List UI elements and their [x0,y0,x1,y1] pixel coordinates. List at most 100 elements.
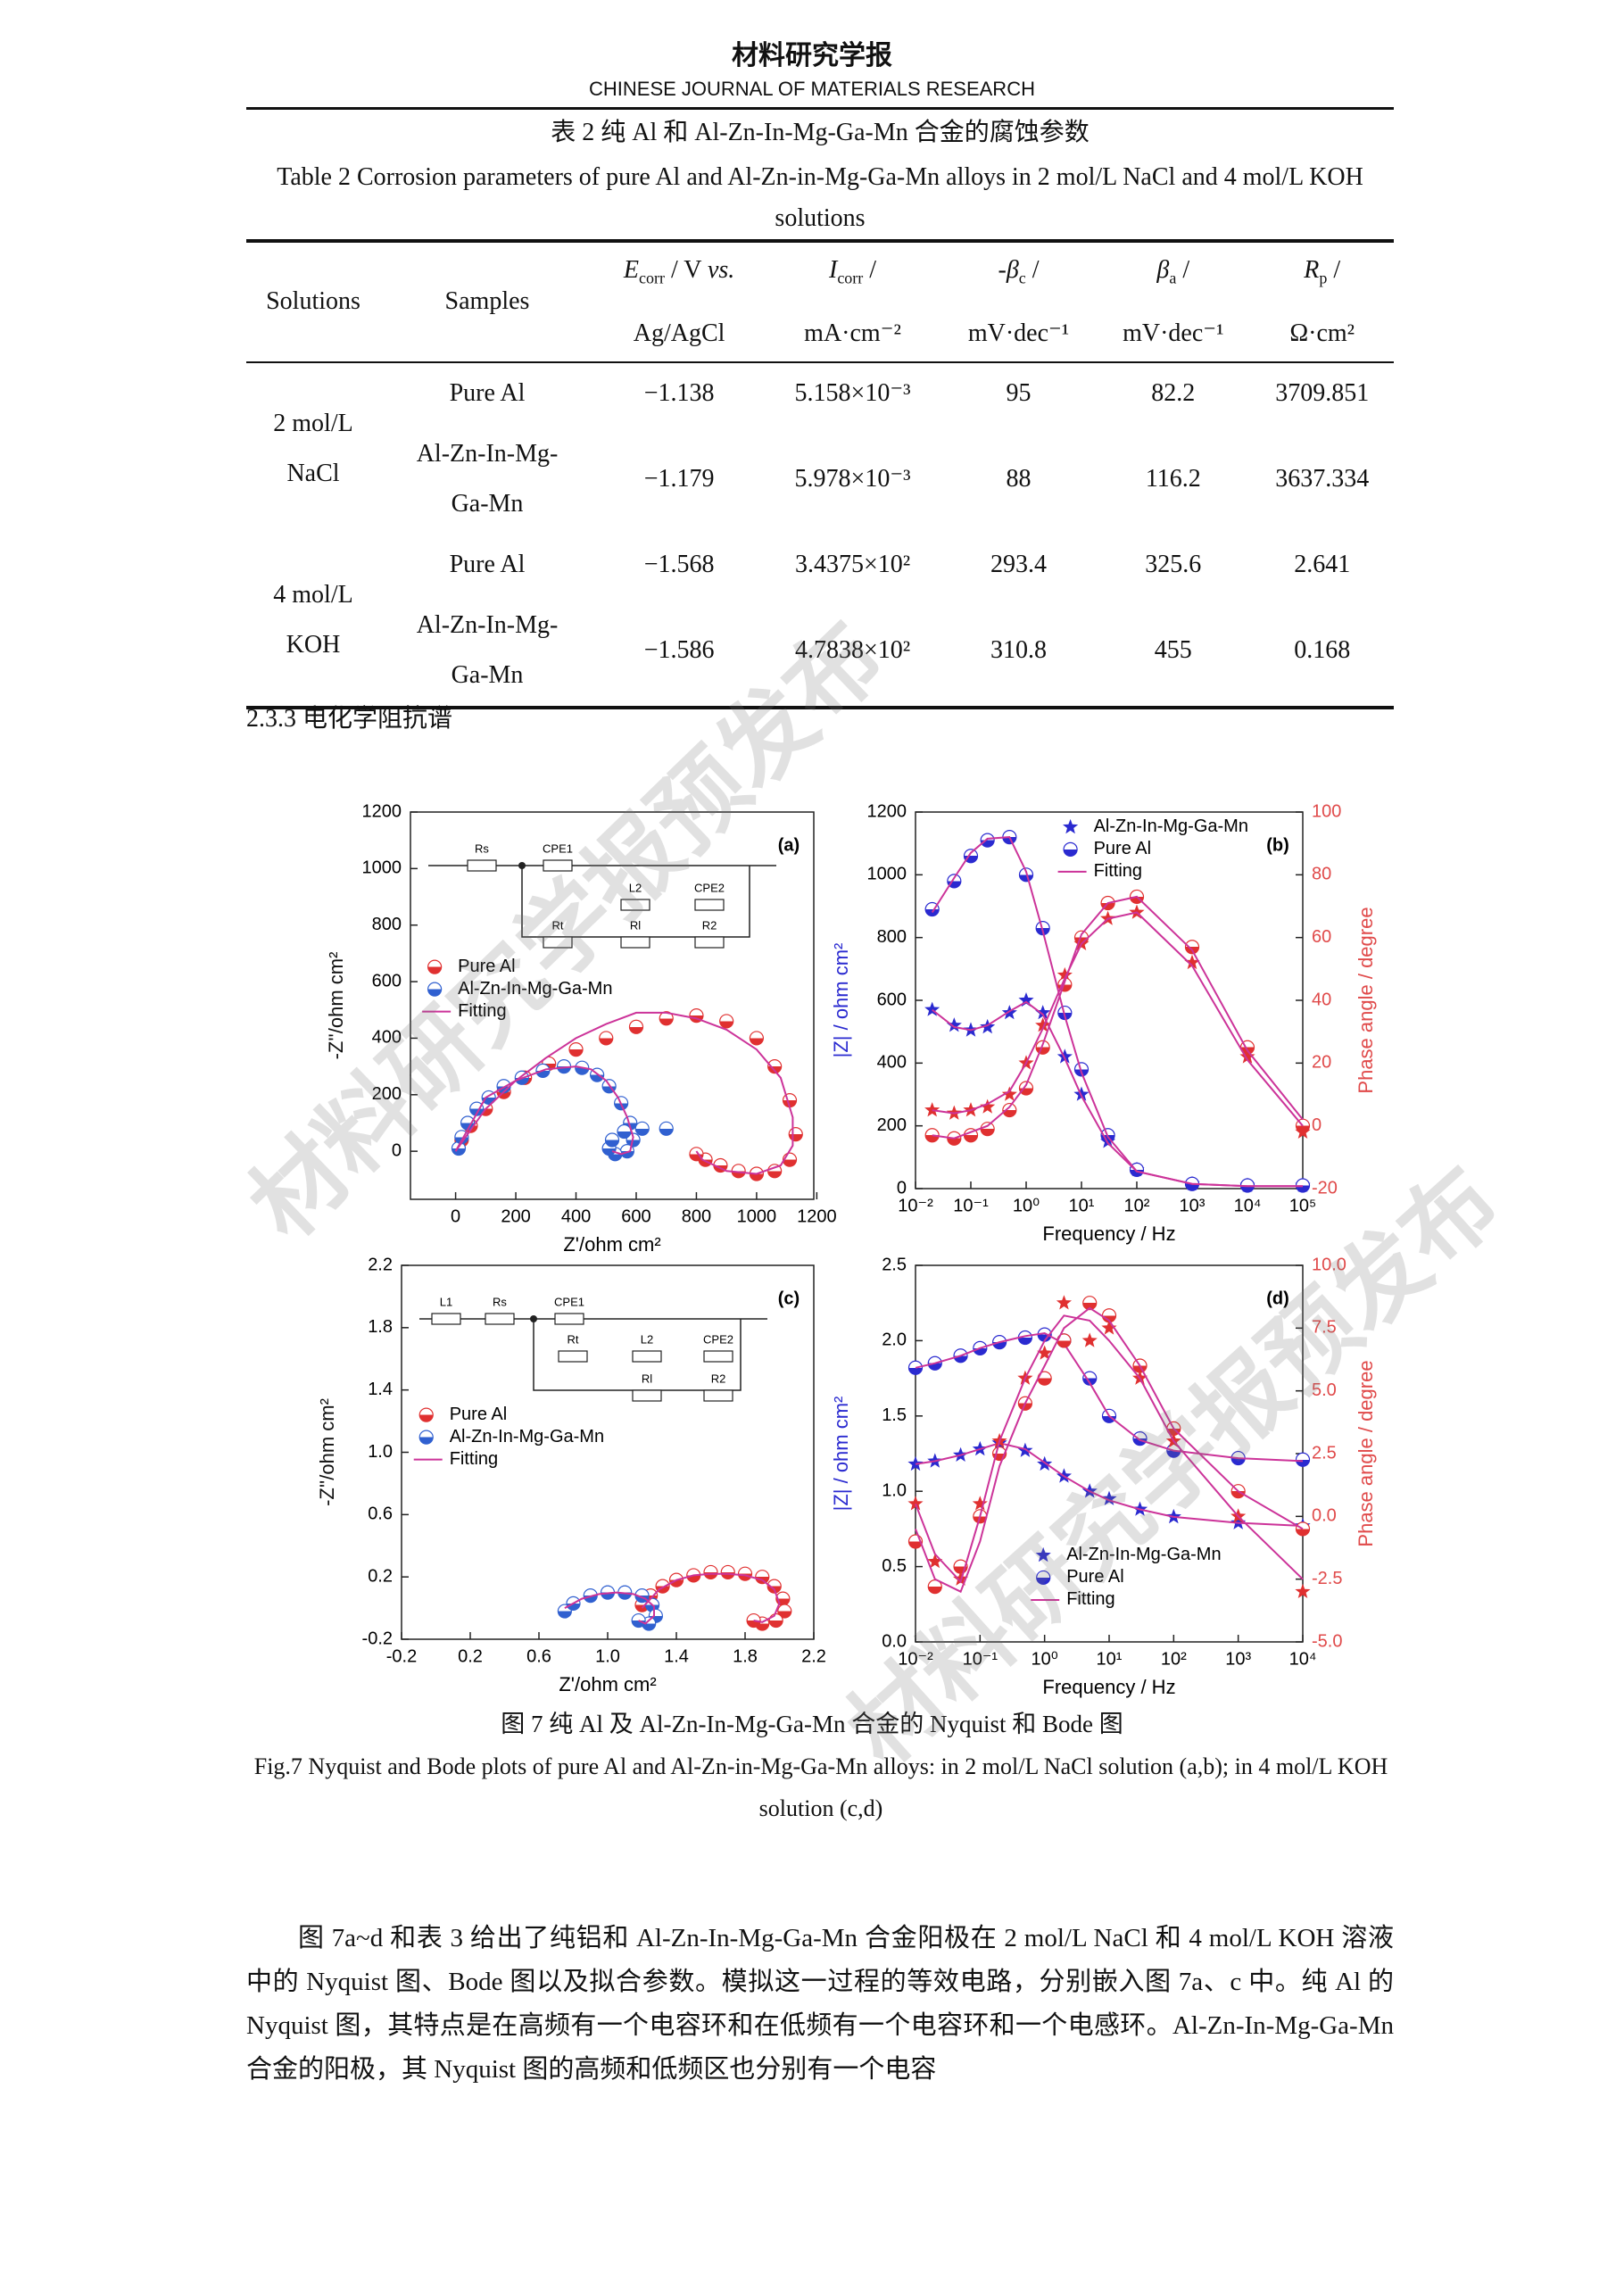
value-cell: 325.6 [1145,550,1202,578]
data-point [659,1121,674,1136]
circuit-label: CPE1 [554,1295,584,1308]
panel-label: (c) [778,1289,800,1308]
circuit-label: L2 [641,1332,653,1346]
header-line: Samples [380,274,594,329]
y-axis-label: -Z''/ohm cm² [325,952,347,1060]
circuit-element [694,936,725,949]
x-tick-label: -0.2 [386,1646,417,1666]
y-tick-label: 400 [372,1028,402,1048]
data-point [1035,1017,1051,1032]
data-point [972,1496,988,1511]
sample-cell: Al-Zn-In-Mg- Ga-Mn [380,595,594,708]
legend-marker [1063,818,1079,834]
legend-marker [1035,1546,1051,1562]
circuit-element [620,899,650,911]
y-tick-label: 1000 [362,858,402,878]
circuit-element [620,936,650,949]
data-point [1184,940,1200,955]
x-tick-label: 1000 [737,1206,777,1226]
header-symbol: R [1304,256,1320,284]
data-point [1081,1332,1098,1347]
value-cell: −1.568 [643,550,715,578]
table-row: 4 mol/L KOH Pure Al −1.568 3.4375×10² 293.4 32… [246,535,1394,659]
value-cell: 4.7838×10² [794,635,911,664]
legend-label: Al-Zn-In-Mg-Ga-Mn [1094,816,1248,836]
fit-line [915,1331,1304,1463]
x-axis-label: Z'/ohm cm² [559,1673,656,1695]
legend-label: Fitting [458,1001,506,1021]
value-cell: 3.4375×10² [794,550,911,578]
x-tick-label: 10⁻² [898,1196,933,1215]
legend-label: Pure Al [458,957,515,976]
header-line2: mV·dec⁻¹ [1123,319,1224,347]
legend-marker [418,1430,434,1445]
value-cell: 3637.334 [1275,464,1370,493]
y-tick-label: 1200 [362,801,402,821]
circuit-element [543,859,573,872]
table-row: Al-Zn-In-Mg- Ga-Mn −1.586 4.7838×10² 310.8 45… [246,595,1394,708]
y-tick-label: 0 [897,1178,907,1198]
y-axis-label: -Z''/ohm cm² [316,1398,338,1506]
panel-label: (b) [1266,835,1289,855]
circuit-element [543,936,573,949]
data-point [469,1101,485,1116]
header-subscript: p [1319,269,1328,287]
header-prefix: - [998,256,1007,284]
table-row: 2 mol/L NaCl Pure Al −1.138 5.158×10⁻³ 95 82.2… [246,362,1394,487]
header-line: Icorr / [764,243,941,306]
data-point [1035,1005,1051,1020]
data-point [1073,930,1090,945]
circuit-label: Rl [630,918,641,932]
y-tick-label: 1000 [867,865,907,884]
y2-tick-label: 80 [1312,865,1331,884]
data-point [1239,1049,1255,1064]
circuit-element [703,1389,733,1402]
circuit-element [632,1350,662,1363]
data-point [924,1128,940,1143]
data-point [1184,954,1200,970]
x-tick-label: 10⁴ [1234,1196,1262,1215]
table-row: Al-Zn-In-Mg- Ga-Mn −1.179 5.978×10⁻³ 88 116.2… [246,424,1394,535]
y-tick-label: 0.6 [368,1504,393,1524]
data-point [628,1019,644,1034]
header-symbol: E [623,256,639,284]
data-point [737,1566,753,1581]
x-tick-label: 10⁴ [1289,1649,1317,1669]
circuit-node [530,1315,537,1322]
column-header: βa / mV·dec⁻¹ [1096,241,1250,362]
x-tick-label: 10⁻² [898,1649,933,1669]
x-axis-label: Frequency / Hz [1042,1676,1175,1698]
data-point [1101,1320,1117,1335]
fit-line [915,1306,1304,1594]
circuit-element [632,1389,662,1402]
data-point [1056,1295,1072,1310]
solution-line: KOH [286,630,341,659]
header-line: Rp / [1250,243,1394,306]
y-tick-label: 1200 [867,801,907,821]
header-text: / [1025,256,1040,284]
y2-tick-label: 7.5 [1312,1318,1337,1338]
data-point [1018,1081,1034,1096]
circuit-label: L1 [440,1295,452,1308]
y-tick-label: 1.0 [882,1480,907,1500]
y2-tick-label: -20 [1312,1178,1338,1198]
y-tick-label: 1.0 [368,1442,393,1462]
header-text: Solutions [266,287,360,316]
x-tick-label: 10¹ [1097,1649,1123,1669]
data-point [767,1059,783,1074]
x-tick-label: 10³ [1180,1196,1206,1215]
y-tick-label: 600 [372,971,402,991]
value-cell: 455 [1154,635,1192,664]
y-tick-label: 1.4 [368,1380,393,1399]
value-cell: 310.8 [990,635,1048,664]
data-point [788,1127,803,1142]
x-tick-label: 1.0 [595,1646,620,1666]
y2-tick-label: -2.5 [1312,1569,1342,1588]
column-header: Icorr / mA·cm⁻² [764,241,941,362]
header-text: / [1176,256,1190,284]
value-cell: 95 [1006,378,1032,407]
circuit-label: CPE2 [703,1332,733,1346]
circuit-element [554,1313,584,1325]
circuit-element [694,899,725,911]
